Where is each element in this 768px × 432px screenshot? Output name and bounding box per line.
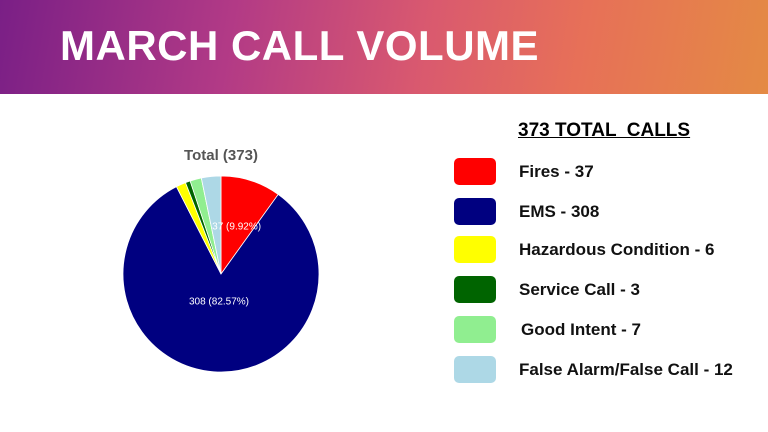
legend-label-hazardous-condition: Hazardous Condition - 6	[519, 240, 715, 259]
data-label-fires: 37 (9.92%)	[212, 221, 261, 232]
title-banner: MARCH CALL VOLUME	[0, 0, 768, 94]
pie-slice-false-alarm-false-call	[200, 175, 222, 275]
chart-title: Total (373)	[184, 147, 258, 164]
legend-heading: 373 TOTAL CALLS	[518, 120, 691, 141]
legend-swatch-service-call	[454, 276, 496, 303]
legend-item-false-alarm: False Alarm/False Call - 12	[0, 353, 768, 383]
legend-item-service-call: Service Call - 3	[0, 273, 768, 303]
legend-swatch-false-alarm	[454, 356, 496, 383]
data-label-ems: 308 (82.57%)	[189, 296, 249, 307]
legend-swatch-fires	[454, 158, 496, 185]
legend-swatch-good-intent	[454, 316, 496, 343]
legend-swatch-hazardous-condition	[454, 236, 496, 263]
legend-item-good-intent: Good Intent - 7	[0, 313, 768, 343]
pie-chart: Total (373) 37 (9.92%) 308 (82.57%)	[122, 147, 320, 373]
legend-item-fires: Fires - 37	[0, 155, 768, 185]
legend-swatch-ems	[454, 198, 496, 225]
legend-label-service-call: Service Call - 3	[519, 280, 640, 299]
legend-label-fires: Fires - 37	[519, 162, 594, 181]
pie-slice-ems	[122, 186, 320, 373]
legend-item-hazardous-condition: Hazardous Condition - 6	[0, 233, 768, 263]
page-title: MARCH CALL VOLUME	[60, 22, 540, 69]
legend-label-ems: EMS - 308	[519, 202, 600, 221]
legend-item-ems: EMS - 308	[0, 195, 768, 225]
legend-label-good-intent: Good Intent - 7	[521, 320, 641, 339]
legend-label-false-alarm: False Alarm/False Call - 12	[519, 360, 733, 379]
